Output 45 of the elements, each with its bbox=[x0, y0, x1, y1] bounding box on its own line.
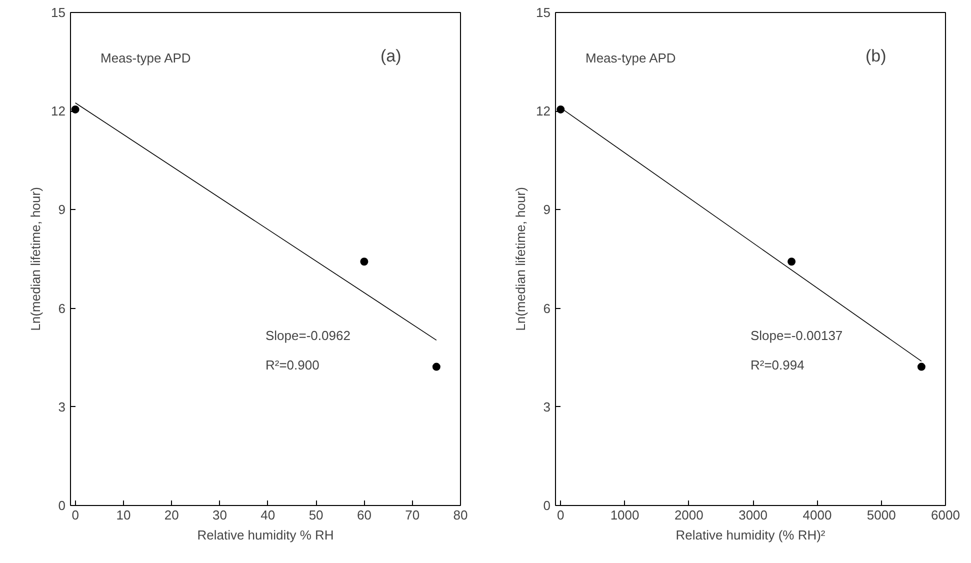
x-tick-label: 1000 bbox=[610, 508, 640, 522]
point bbox=[917, 362, 926, 371]
y-tick-label: 3 bbox=[543, 399, 551, 414]
annotation: (b) bbox=[866, 46, 886, 66]
x-axis-title: Relative humidity % RH bbox=[197, 528, 334, 542]
x-tick-label: 20 bbox=[164, 508, 179, 522]
y-tick-label: 6 bbox=[58, 300, 66, 316]
y-tick-label: 9 bbox=[543, 202, 551, 218]
y-tick-label: 9 bbox=[58, 202, 66, 218]
x-tick-label: 10 bbox=[116, 508, 131, 522]
annotation: R²=0.994 bbox=[750, 357, 804, 372]
y-axis-title: Ln(median lifetime, hour) bbox=[28, 187, 44, 331]
y-tick-label: 12 bbox=[51, 104, 66, 119]
y-tick-label: 12 bbox=[536, 104, 551, 119]
x-tick-label: 70 bbox=[405, 508, 420, 522]
y-tick-label: 6 bbox=[543, 300, 551, 316]
x-tick-label: 40 bbox=[260, 508, 276, 522]
y-tick-label: 15 bbox=[536, 5, 551, 20]
x-tick-label: 60 bbox=[356, 508, 372, 522]
annotation: R²=0.900 bbox=[266, 357, 320, 372]
y-tick-label: 15 bbox=[51, 5, 66, 20]
annotation: Meas-type APD bbox=[586, 50, 676, 66]
x-tick-label: 30 bbox=[212, 508, 227, 522]
annotation: Slope=-0.0962 bbox=[266, 328, 350, 343]
x-tick-label: 5000 bbox=[866, 508, 896, 522]
point bbox=[71, 105, 80, 114]
y-tick-label: 0 bbox=[58, 498, 66, 513]
point bbox=[360, 258, 368, 266]
annotation: (a) bbox=[380, 46, 402, 66]
point bbox=[432, 362, 440, 371]
x-tick-label: 50 bbox=[308, 508, 324, 522]
annotation: Slope=-0.00137 bbox=[750, 328, 843, 343]
y-tick-label: 3 bbox=[58, 399, 66, 414]
x-tick-label: 80 bbox=[453, 508, 468, 522]
point bbox=[788, 258, 796, 266]
y-axis-title: Ln(median lifetime, hour) bbox=[513, 187, 528, 331]
x-tick-label: 0 bbox=[72, 508, 79, 522]
x-tick-label: 0 bbox=[557, 508, 564, 522]
x-axis-title: Relative humidity (% RH)² bbox=[676, 528, 826, 542]
x-tick-label: 6000 bbox=[931, 508, 960, 522]
x-tick-label: 2000 bbox=[674, 508, 704, 522]
annotation: Meas-type APD bbox=[100, 50, 191, 66]
x-tick-label: 3000 bbox=[738, 508, 768, 522]
y-tick-label: 0 bbox=[543, 498, 551, 513]
x-tick-label: 4000 bbox=[802, 508, 832, 522]
